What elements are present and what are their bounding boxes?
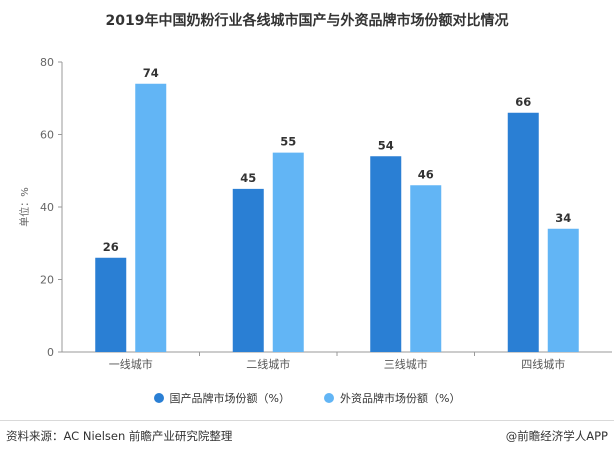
bar-domestic-2 bbox=[370, 156, 402, 352]
data-label: 26 bbox=[103, 240, 119, 254]
y-axis-label: 单位：% bbox=[18, 187, 31, 227]
bar-foreign-0 bbox=[135, 83, 167, 352]
bar-chart: 0 20 40 60 80 单位：% 26 74 一线城市 45 55 二线城市 54 46 三线城市 66 3… bbox=[18, 56, 612, 371]
y-tick-label: 80 bbox=[40, 56, 54, 69]
legend-swatch-foreign bbox=[324, 393, 334, 403]
data-label: 45 bbox=[240, 171, 256, 185]
legend-item-domestic: 国产品牌市场份额（%） bbox=[153, 390, 290, 406]
credit-note: @前瞻经济学人APP bbox=[505, 429, 608, 443]
footer-divider bbox=[0, 420, 614, 421]
legend-item-foreign: 外资品牌市场份额（%） bbox=[324, 390, 460, 406]
data-label: 74 bbox=[143, 66, 159, 80]
x-tick-label: 三线城市 bbox=[384, 357, 428, 371]
legend: 国产品牌市场份额（%） 外资品牌市场份额（%） bbox=[0, 390, 614, 406]
y-tick-label: 0 bbox=[47, 346, 54, 359]
bar-domestic-1 bbox=[232, 188, 264, 352]
bar-foreign-1 bbox=[272, 152, 304, 352]
bar-foreign-3 bbox=[547, 228, 579, 352]
chart-title: 2019年中国奶粉行业各线城市国产与外资品牌市场份额对比情况 bbox=[105, 13, 509, 29]
data-label: 34 bbox=[555, 211, 571, 225]
data-label: 46 bbox=[418, 167, 434, 181]
data-label: 66 bbox=[515, 95, 531, 109]
legend-swatch-domestic bbox=[153, 393, 164, 403]
bar-foreign-2 bbox=[410, 185, 442, 352]
bar-domestic-3 bbox=[507, 112, 539, 352]
data-label: 55 bbox=[280, 135, 296, 149]
x-tick-label: 四线城市 bbox=[521, 357, 565, 371]
source-note: 资料来源：AC Nielsen 前瞻产业研究院整理 bbox=[6, 429, 233, 443]
legend-label-domestic: 国产品牌市场份额（%） bbox=[169, 392, 290, 405]
y-tick-label: 60 bbox=[40, 129, 54, 142]
x-tick-label: 二线城市 bbox=[246, 357, 290, 371]
x-tick-label: 一线城市 bbox=[109, 357, 153, 371]
legend-label-foreign: 外资品牌市场份额（%） bbox=[340, 392, 461, 405]
y-tick-label: 40 bbox=[40, 201, 54, 214]
data-label: 54 bbox=[378, 138, 394, 152]
bar-domestic-0 bbox=[95, 257, 127, 352]
y-tick-label: 20 bbox=[40, 274, 54, 287]
